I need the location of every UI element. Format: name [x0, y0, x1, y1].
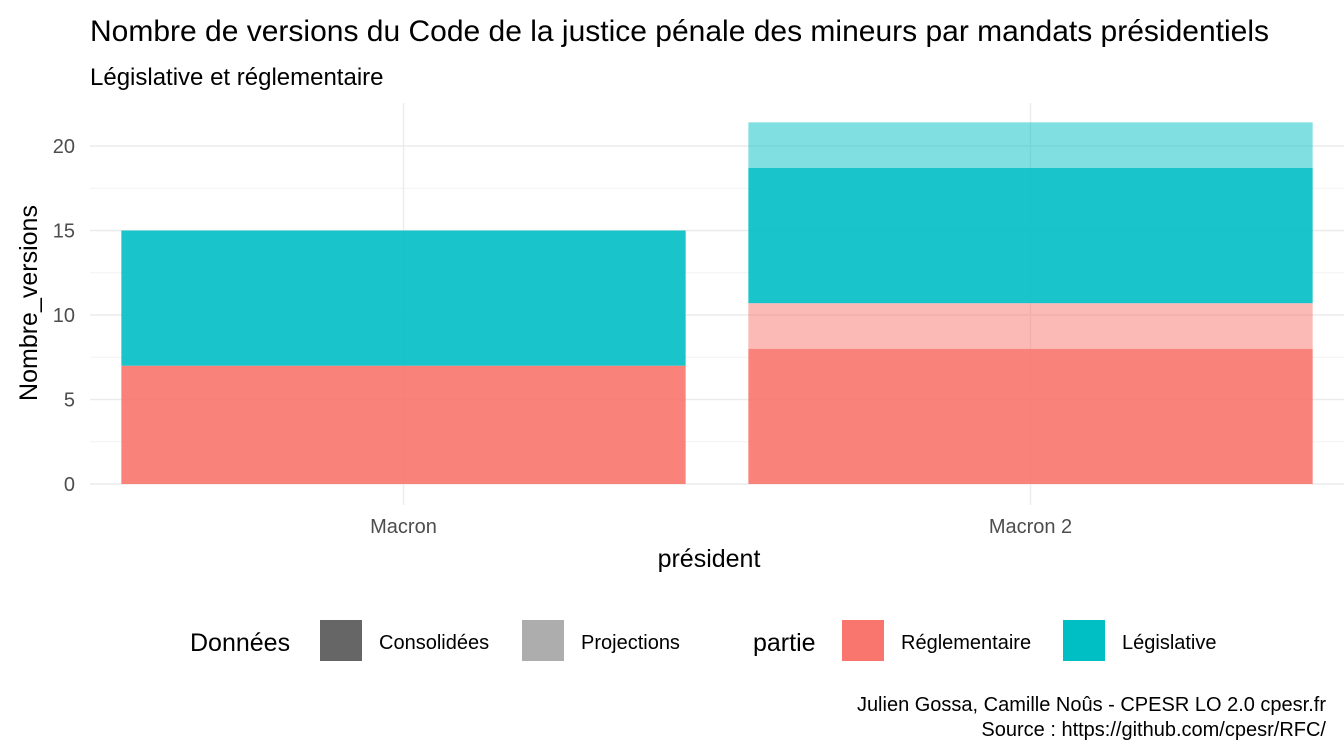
x-axis-title: président — [658, 545, 761, 573]
y-tick-label: 10 — [53, 305, 75, 327]
y-tick-label: 0 — [64, 474, 75, 496]
legend-title: partie — [753, 629, 816, 657]
bar-segment — [121, 365, 686, 484]
bar-segment — [748, 303, 1313, 349]
bar-segment — [121, 230, 686, 366]
x-tick-label: Macron 2 — [989, 516, 1072, 538]
legend: Données Consolidées Projections partie Régle… — [190, 620, 1217, 661]
legend-label: Projections — [581, 632, 680, 654]
bars — [121, 122, 1313, 484]
bar-segment — [748, 348, 1313, 484]
caption-source: Source : https://github.com/cpesr/RFC/ — [981, 719, 1326, 741]
legend-label: Consolidées — [379, 632, 489, 654]
y-tick-label: 15 — [53, 221, 75, 243]
legend-label: Réglementaire — [901, 632, 1031, 654]
chart-title: Nombre de versions du Code de la justice… — [90, 15, 1269, 48]
legend-title: Données — [190, 629, 290, 657]
bar-segment — [748, 167, 1313, 304]
x-tick-label: Macron — [370, 516, 437, 538]
legend-key — [522, 620, 564, 661]
chart-subtitle: Législative et réglementaire — [90, 64, 384, 91]
legend-key — [1063, 620, 1105, 661]
bar-segment — [748, 122, 1313, 168]
y-axis: 0 5 10 15 20 — [53, 136, 75, 496]
x-axis: Macron Macron 2 — [370, 516, 1072, 538]
y-tick-label: 20 — [53, 136, 75, 158]
legend-key — [320, 620, 362, 661]
legend-label: Législative — [1122, 632, 1217, 654]
y-axis-title: Nombre_versions — [15, 205, 43, 401]
legend-key — [842, 620, 884, 661]
y-tick-label: 5 — [64, 390, 75, 412]
caption-credits: Julien Gossa, Camille Noûs - CPESR LO 2.… — [857, 694, 1326, 716]
